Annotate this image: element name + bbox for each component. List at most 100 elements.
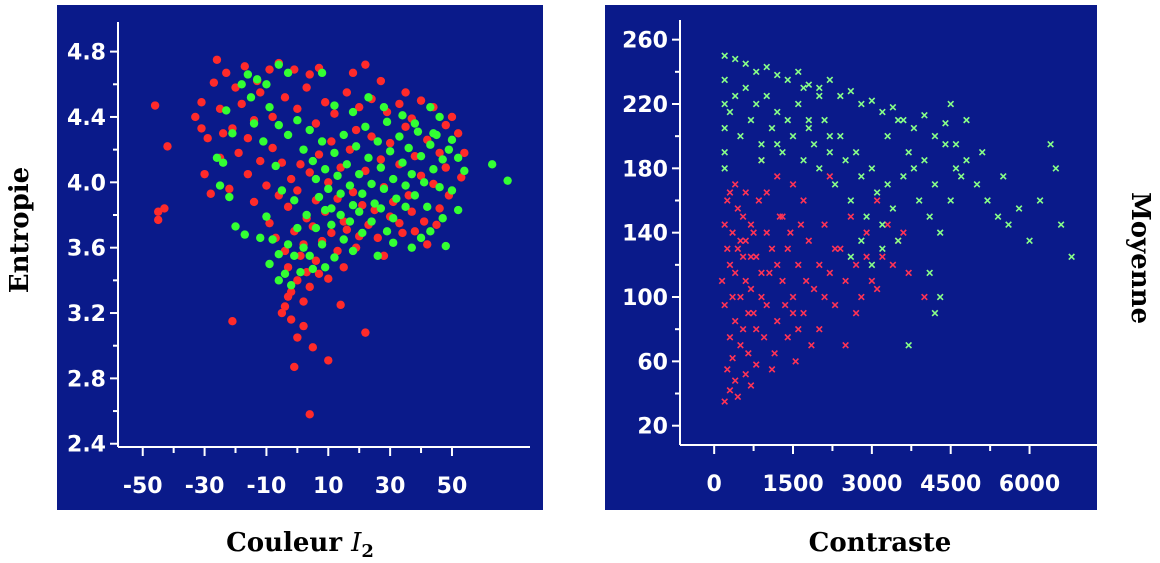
data-point-left-series-1 — [382, 117, 392, 127]
data-point-right-series-0 — [737, 341, 744, 349]
data-point-left-series-1 — [339, 235, 348, 244]
data-point-left-series-0 — [351, 125, 361, 135]
data-point-left-series-1 — [404, 143, 413, 153]
data-point-left-series-0 — [265, 65, 274, 74]
data-point-left-series-0 — [293, 333, 302, 342]
data-point-right-series-0 — [842, 341, 849, 349]
data-point-left-series-0 — [283, 202, 293, 212]
data-point-left-series-0 — [154, 215, 163, 225]
data-point-right-series-0 — [873, 285, 881, 293]
data-point-right-series-0 — [873, 197, 881, 204]
data-point-left-series-0 — [305, 70, 314, 79]
data-point-right-series-1 — [826, 132, 834, 140]
y-axis-label-right: Moyenne — [1125, 191, 1155, 325]
data-point-right-series-1 — [852, 148, 860, 156]
data-point-right-series-0 — [747, 253, 755, 261]
data-point-left-series-0 — [302, 83, 311, 92]
data-point-left-series-1 — [259, 137, 268, 146]
data-point-left-series-1 — [311, 223, 321, 233]
data-point-left-series-1 — [358, 228, 367, 238]
data-point-left-series-1 — [441, 241, 450, 251]
data-point-left-series-0 — [277, 308, 287, 318]
data-point-left-series-1 — [345, 217, 355, 226]
x-axis-label-subscript: 2 — [361, 541, 374, 563]
data-point-left-series-0 — [311, 119, 321, 128]
data-point-left-series-0 — [404, 191, 413, 200]
data-point-right-series-0 — [729, 354, 736, 362]
data-point-left-series-1 — [277, 186, 287, 195]
data-point-right-series-1 — [784, 116, 792, 124]
data-point-right-series-0 — [879, 253, 886, 261]
data-point-left-series-0 — [256, 88, 265, 97]
data-point-left-series-0 — [416, 171, 426, 180]
data-point-right-series-0 — [792, 357, 800, 365]
data-point-right-series-1 — [947, 197, 955, 204]
data-point-right-series-0 — [731, 317, 739, 325]
data-point-right-series-1 — [900, 116, 907, 124]
data-point-right-series-1 — [889, 103, 897, 111]
data-point-right-series-1 — [779, 148, 786, 156]
data-point-left-series-1 — [398, 111, 407, 120]
data-point-left-series-0 — [191, 112, 200, 122]
data-point-left-series-0 — [361, 60, 370, 69]
data-point-left-series-1 — [280, 269, 290, 279]
data-point-left-series-1 — [265, 102, 274, 112]
data-point-left-series-1 — [274, 276, 283, 285]
data-point-right-series-1 — [721, 124, 729, 132]
data-point-left-series-1 — [296, 267, 305, 277]
data-point-left-series-1 — [314, 192, 324, 202]
data-point-left-series-1 — [453, 205, 463, 215]
data-point-right-series-1 — [857, 237, 865, 245]
data-point-left-series-0 — [293, 276, 302, 285]
data-point-right-series-1 — [742, 84, 750, 92]
data-point-right-series-0 — [734, 205, 742, 212]
data-point-left-series-1 — [317, 68, 327, 78]
data-point-right-series-1 — [836, 132, 844, 140]
data-point-left-series-0 — [435, 204, 444, 213]
data-point-left-series-0 — [416, 96, 426, 105]
data-point-left-series-1 — [389, 174, 398, 184]
x-tick-label-right: 6000 — [999, 472, 1060, 497]
data-point-right-series-0 — [805, 237, 813, 245]
data-point-right-series-0 — [729, 229, 736, 237]
y-tick-label-right: 260 — [622, 29, 668, 54]
data-point-left-series-1 — [256, 233, 265, 243]
data-point-left-series-0 — [342, 225, 352, 234]
data-point-right-series-1 — [994, 213, 1002, 220]
data-point-left-series-0 — [401, 88, 410, 97]
data-point-right-series-1 — [773, 108, 781, 116]
data-point-right-series-1 — [768, 124, 776, 132]
data-point-right-series-0 — [742, 277, 750, 285]
data-point-right-series-1 — [973, 181, 981, 188]
data-point-right-series-0 — [773, 261, 781, 269]
data-point-right-series-1 — [910, 164, 918, 172]
data-point-left-series-1 — [419, 178, 429, 187]
data-point-left-series-0 — [376, 76, 386, 86]
data-point-right-series-1 — [810, 140, 818, 148]
data-point-left-series-1 — [416, 233, 426, 243]
data-point-right-series-0 — [747, 221, 755, 228]
data-point-right-series-0 — [889, 261, 897, 269]
data-point-left-series-1 — [215, 181, 225, 190]
data-point-right-series-1 — [868, 97, 876, 105]
x-tick-label-right: 4500 — [920, 472, 981, 497]
data-point-right-series-0 — [726, 261, 734, 269]
data-point-right-series-1 — [742, 60, 750, 68]
x-axis-label-right: Contraste — [808, 528, 952, 558]
data-point-right-series-0 — [737, 293, 744, 301]
data-point-right-series-0 — [826, 173, 834, 180]
data-point-right-series-1 — [1015, 205, 1023, 212]
data-point-left-series-0 — [163, 142, 172, 151]
data-point-right-series-1 — [763, 63, 771, 71]
data-point-left-series-1 — [345, 181, 355, 190]
x-tick-label-left: 10 — [313, 474, 344, 499]
data-point-left-series-0 — [324, 274, 333, 283]
data-point-left-series-1 — [262, 80, 271, 89]
data-point-right-series-0 — [752, 325, 760, 333]
data-point-right-series-0 — [752, 253, 760, 261]
data-point-left-series-0 — [453, 129, 463, 138]
data-point-left-series-0 — [277, 158, 287, 167]
data-point-left-series-1 — [407, 243, 416, 252]
data-point-left-series-1 — [290, 251, 299, 261]
data-point-left-series-1 — [348, 107, 358, 117]
